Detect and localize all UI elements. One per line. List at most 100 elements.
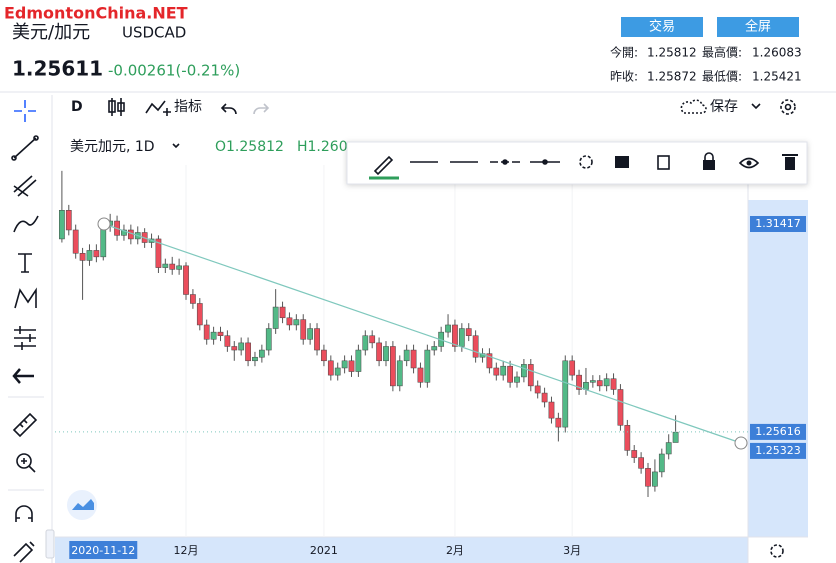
stat-value: 1.25421 bbox=[752, 70, 802, 84]
candle-body bbox=[672, 431, 679, 443]
stat-label: 今開: bbox=[610, 45, 638, 60]
interval-button[interactable]: D bbox=[71, 99, 83, 115]
delete-tool[interactable] bbox=[785, 157, 795, 170]
trend-handle[interactable] bbox=[734, 436, 748, 450]
chart-type-button[interactable] bbox=[108, 98, 125, 116]
price-label: 1.25323 bbox=[755, 444, 801, 457]
candle-body bbox=[583, 382, 589, 390]
candle-body bbox=[155, 238, 162, 268]
candle-body bbox=[486, 353, 493, 369]
trend-line[interactable] bbox=[103, 223, 742, 444]
candle-body bbox=[569, 360, 576, 376]
layer-tool[interactable] bbox=[615, 156, 629, 168]
crosshair-date: 2020-11-12 bbox=[71, 544, 135, 557]
candle-body bbox=[596, 380, 603, 387]
legend-menu[interactable] bbox=[172, 143, 180, 149]
price-label-box bbox=[750, 442, 806, 459]
candle-body bbox=[162, 263, 169, 268]
stat-label: 昨收: bbox=[610, 70, 638, 84]
candle-body bbox=[279, 306, 286, 319]
settings-button[interactable] bbox=[780, 99, 796, 115]
settings-tool[interactable] bbox=[579, 155, 593, 169]
candle-body bbox=[183, 265, 189, 295]
fullscreen-button-label[interactable]: 全屏 bbox=[745, 19, 771, 35]
candle-body bbox=[355, 349, 362, 372]
candle-body bbox=[272, 306, 279, 329]
lock-shackle bbox=[704, 152, 714, 160]
save-menu[interactable] bbox=[751, 103, 761, 110]
candle-body bbox=[603, 378, 610, 387]
candle-body bbox=[548, 401, 555, 419]
price-label-box bbox=[750, 215, 806, 232]
candle-body bbox=[321, 349, 327, 362]
candle-body bbox=[314, 328, 320, 351]
candle-body bbox=[93, 250, 100, 258]
candle-body bbox=[224, 335, 231, 347]
x-tick-label: 12月 bbox=[174, 544, 199, 557]
cloud-icon[interactable] bbox=[680, 99, 707, 114]
candle-body bbox=[252, 356, 258, 362]
candle-body bbox=[245, 342, 251, 362]
candle-body bbox=[652, 471, 658, 487]
indicators-button[interactable]: 指标 bbox=[174, 99, 202, 115]
candle-body bbox=[514, 376, 520, 383]
undo-button[interactable] bbox=[220, 103, 237, 115]
candle-body bbox=[638, 457, 644, 469]
trend-handle[interactable] bbox=[97, 217, 111, 231]
candle-body bbox=[403, 349, 410, 362]
candle-body bbox=[617, 389, 624, 426]
candle-body bbox=[334, 367, 341, 376]
price-axis-band bbox=[748, 200, 808, 537]
plot bbox=[59, 165, 679, 537]
watchlist-badge[interactable] bbox=[67, 490, 97, 520]
save-button[interactable]: 保存 bbox=[710, 99, 738, 115]
candle-body bbox=[72, 229, 79, 254]
candle-body bbox=[293, 319, 300, 326]
candle-body bbox=[472, 335, 479, 358]
candle-body bbox=[555, 417, 562, 428]
color-button[interactable] bbox=[373, 155, 394, 176]
last-price: 1.25611 bbox=[12, 57, 103, 81]
candle-body bbox=[369, 335, 376, 344]
redo-button[interactable] bbox=[253, 103, 270, 115]
clone-tool[interactable] bbox=[657, 155, 670, 170]
lock-tool[interactable] bbox=[703, 160, 715, 170]
price-label: 1.25616 bbox=[755, 425, 801, 438]
axis-settings[interactable] bbox=[770, 544, 784, 558]
candle-body bbox=[307, 328, 314, 340]
crosshair-date-box bbox=[69, 541, 138, 559]
candle-body bbox=[196, 303, 203, 326]
sidebar-collapse[interactable] bbox=[45, 529, 55, 559]
candle-body bbox=[176, 265, 182, 270]
candle-body bbox=[424, 349, 431, 383]
drawing-tools[interactable] bbox=[11, 100, 39, 563]
x-tick-label: 2021 bbox=[310, 544, 338, 557]
candle-body bbox=[631, 450, 638, 458]
drawing-toolbar bbox=[346, 141, 808, 185]
candle-body bbox=[396, 360, 403, 387]
candle-body bbox=[217, 331, 224, 336]
indicator-icon[interactable] bbox=[145, 100, 171, 116]
legend-high: H1.260 bbox=[297, 139, 348, 155]
line-style-buttons[interactable] bbox=[410, 159, 560, 165]
visibility-tool[interactable] bbox=[738, 157, 760, 169]
candle-body bbox=[521, 364, 527, 378]
candle-body bbox=[231, 346, 238, 351]
stat-value: 1.25812 bbox=[647, 46, 697, 60]
candle-body bbox=[465, 328, 472, 336]
candle-body bbox=[300, 319, 307, 340]
fullscreen-button[interactable] bbox=[717, 17, 799, 37]
symbol-name: 美元/加元 bbox=[12, 22, 90, 43]
watermark: EdmontonChina.NET bbox=[4, 4, 188, 23]
candle-body bbox=[576, 374, 582, 390]
candle-body bbox=[458, 328, 465, 347]
trade-button[interactable] bbox=[621, 17, 703, 37]
candle-body bbox=[500, 365, 507, 376]
symbol-code: USDCAD bbox=[122, 24, 186, 42]
candle-body bbox=[527, 364, 534, 387]
trade-button-label[interactable]: 交易 bbox=[649, 19, 675, 35]
candle-body bbox=[376, 342, 382, 362]
candle-body bbox=[390, 346, 396, 387]
candle-body bbox=[645, 468, 651, 487]
